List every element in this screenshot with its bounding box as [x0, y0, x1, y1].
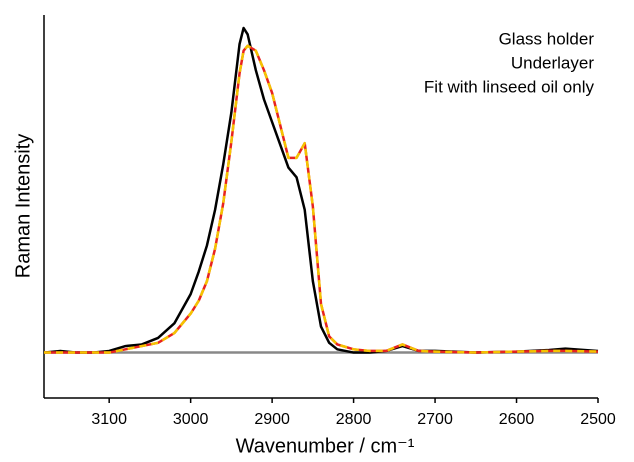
series-line [44, 44, 599, 354]
x-tick-label: 3000 [173, 411, 209, 428]
x-tick-label: 2700 [417, 411, 453, 428]
x-tick-label: 2500 [580, 411, 616, 428]
legend-entry: Underlayer [511, 53, 594, 72]
x-axis-label: Wavenumber / cm⁻¹ [236, 435, 415, 457]
y-axis-label: Raman Intensity [12, 134, 34, 279]
legend-entry: Glass holder [499, 29, 595, 48]
x-tick-label: 2800 [336, 411, 372, 428]
x-tick-label: 2600 [499, 411, 535, 428]
x-tick-label: 3100 [91, 411, 127, 428]
legend-entry: Fit with linseed oil only [424, 77, 595, 96]
x-tick-label: 2900 [254, 411, 290, 428]
